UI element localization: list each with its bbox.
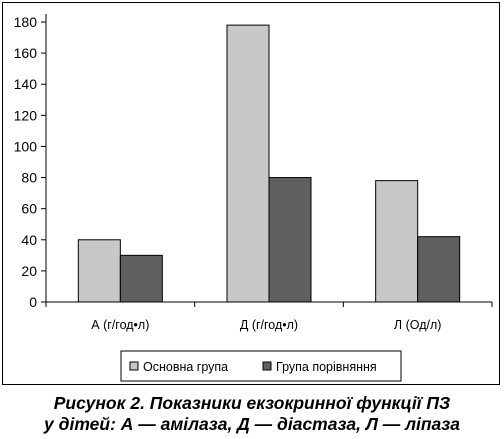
bars-layer	[77, 24, 461, 303]
y-tick-label: 40	[21, 232, 37, 248]
y-tick-label: 20	[21, 263, 37, 279]
x-category-label: А (г/год•л)	[91, 318, 149, 332]
caption-line-2: у дітей: А — амілаза, Д — діастаза, Л — …	[44, 414, 460, 434]
axes-layer: 0 20 40 60 80 100 120 140 160 180 А (г/год•л) Д (г/…	[14, 14, 493, 332]
legend: Основна група Група порівняння	[120, 350, 402, 382]
figure-caption: Рисунок 2. Показники екзокринної функції…	[0, 393, 504, 435]
bar-main-2	[226, 24, 270, 303]
legend-label-main: Основна група	[143, 360, 228, 374]
y-tick-label: 80	[21, 170, 37, 186]
legend-label-comparison: Група порівняння	[276, 360, 377, 374]
y-tick-label: 60	[21, 201, 37, 217]
y-tick-label: 180	[14, 14, 38, 30]
legend-swatch-main	[129, 361, 139, 371]
bar-main-3	[375, 180, 419, 303]
x-category-label: Д (г/год•л)	[240, 318, 298, 332]
bar-comparison-2	[268, 177, 312, 303]
x-category-label: Л (Од/л)	[394, 318, 442, 332]
legend-box	[120, 350, 402, 382]
y-tick-label: 100	[14, 138, 38, 154]
legend-swatch-comparison	[262, 361, 272, 371]
y-tick-label: 0	[29, 294, 37, 310]
y-tick-label: 160	[14, 45, 38, 61]
bar-comparison-1	[119, 254, 163, 303]
bar-comparison-3	[417, 236, 461, 303]
caption-line-1: Рисунок 2. Показники екзокринної функції…	[53, 393, 451, 413]
bar-chart: 0 20 40 60 80 100 120 140 160 180 А (г/год•л) Д (г/…	[14, 14, 493, 382]
y-tick-label: 120	[14, 107, 38, 123]
bar-main-1	[77, 239, 121, 303]
y-tick-label: 140	[14, 76, 38, 92]
